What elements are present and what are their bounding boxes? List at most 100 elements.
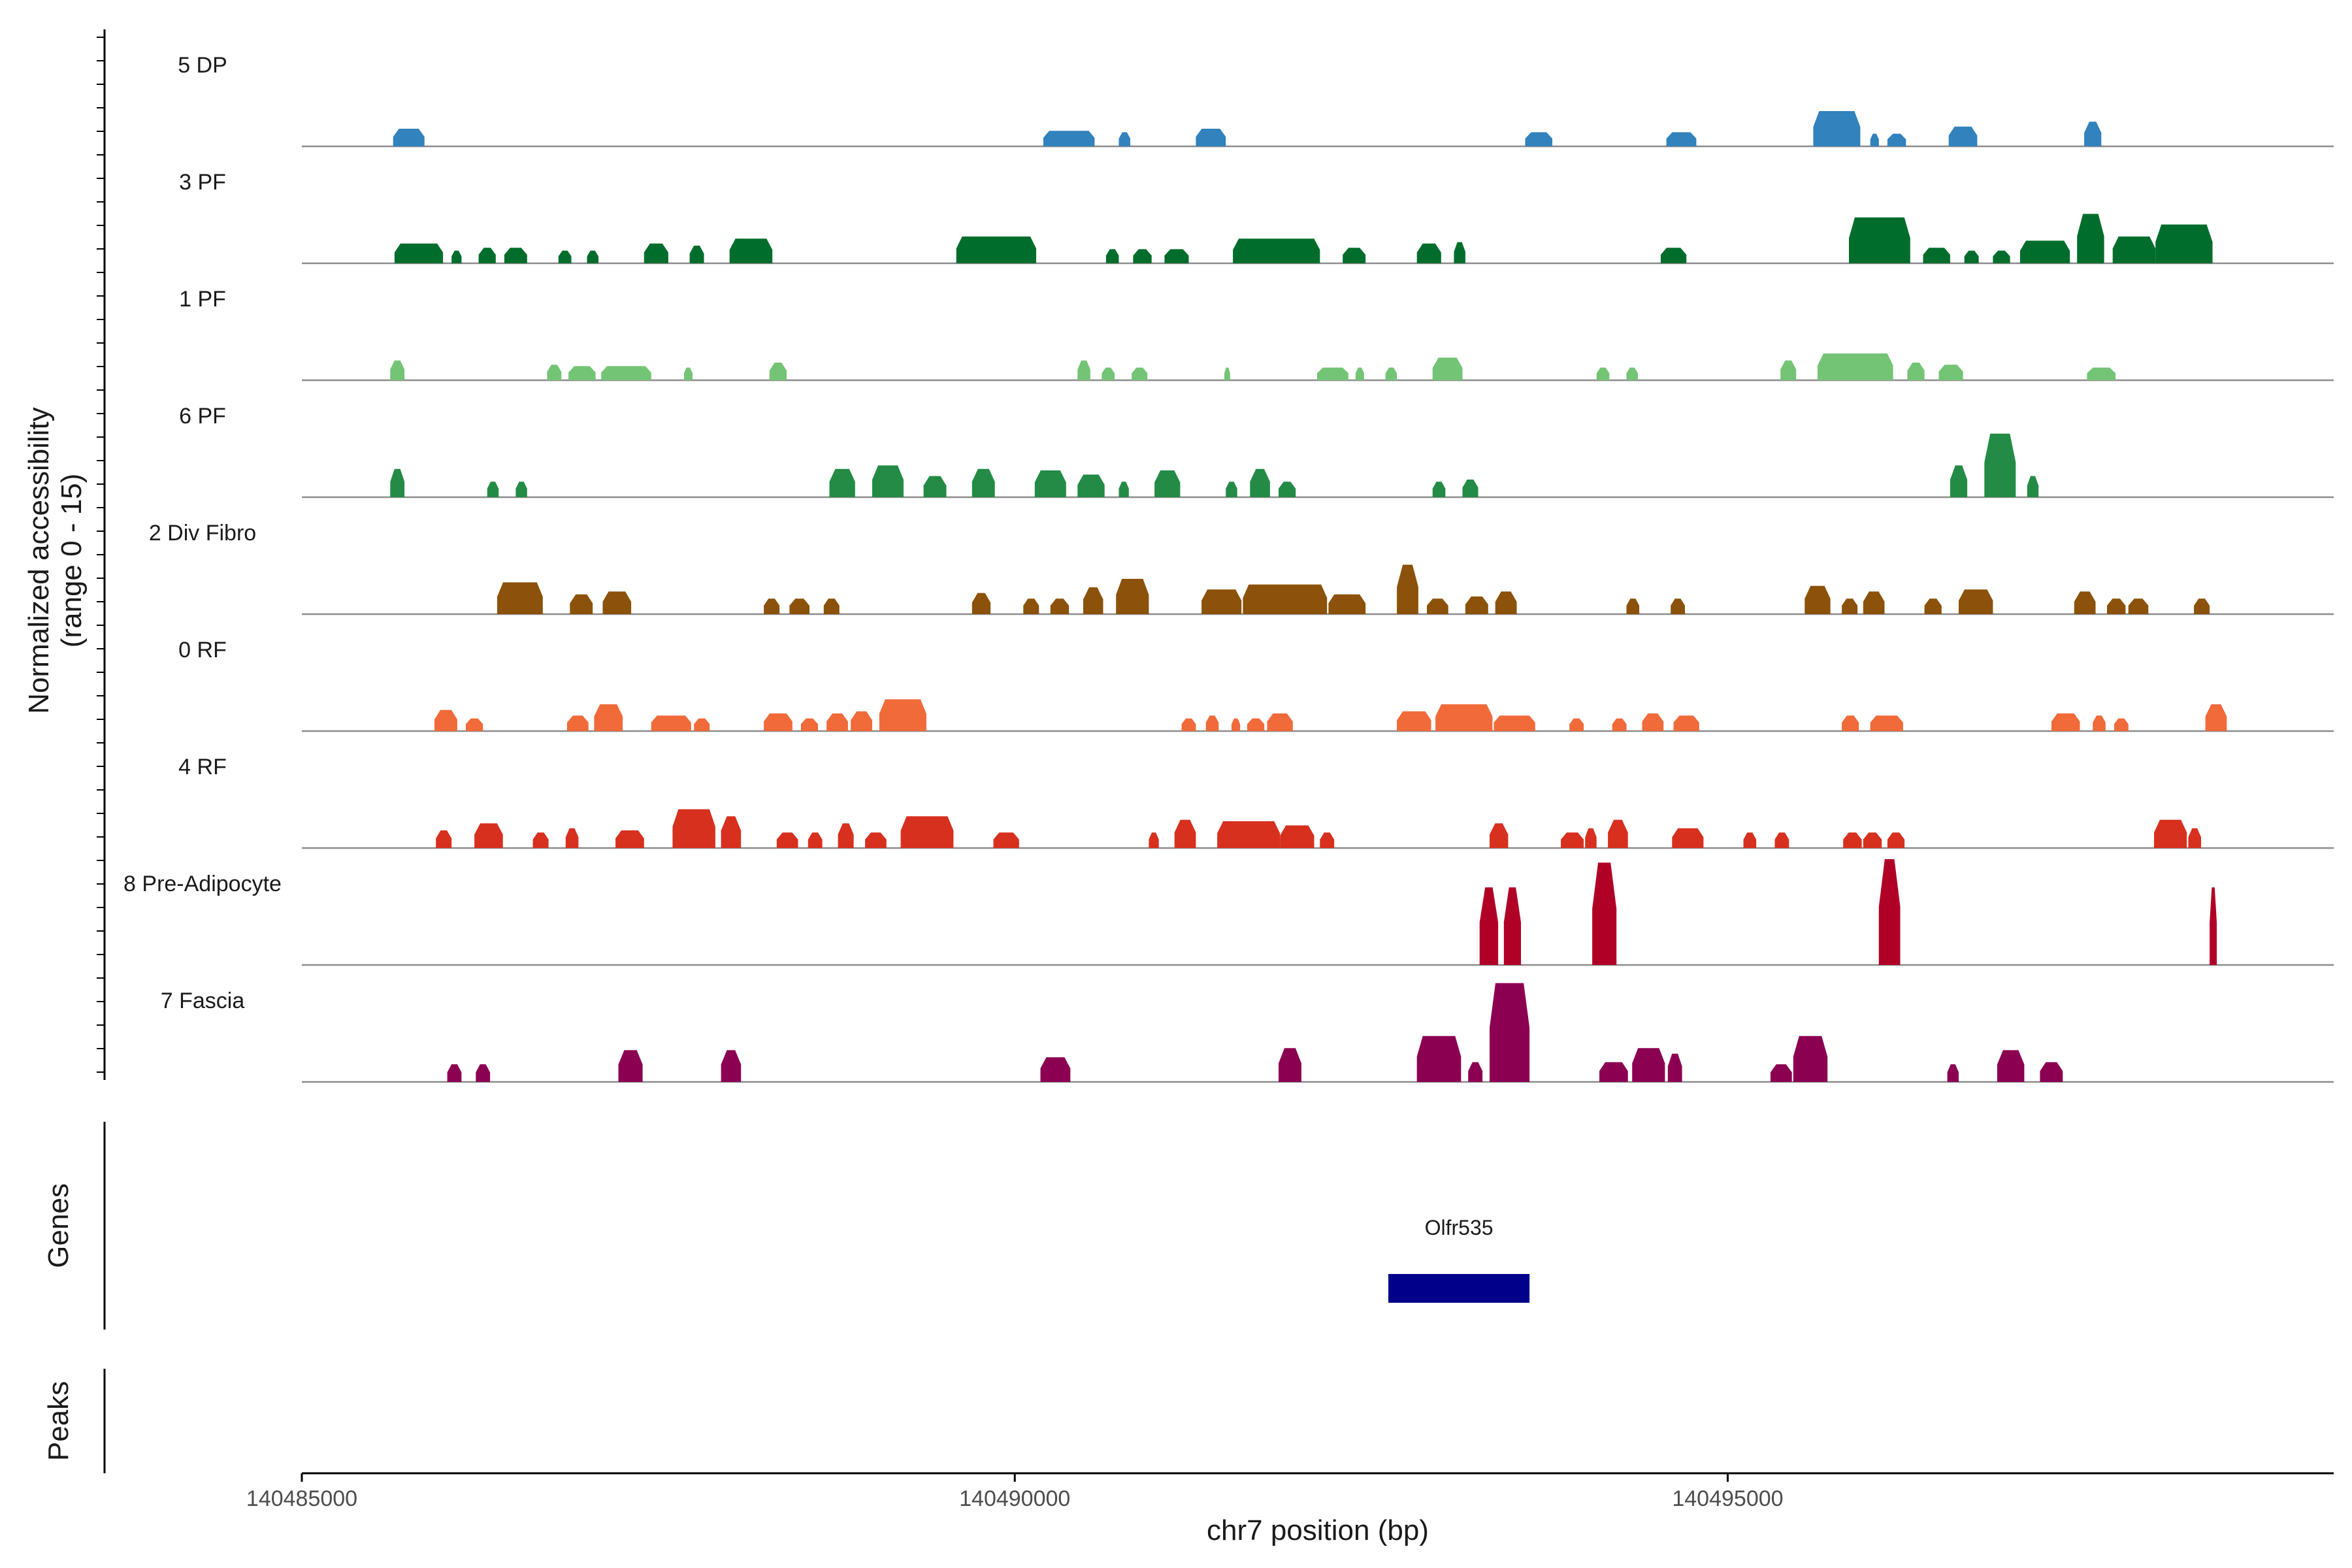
coverage-peak <box>434 710 457 731</box>
coverage-peak <box>1105 249 1119 263</box>
coverage-peak <box>789 598 809 614</box>
coverage-peak <box>644 243 668 263</box>
coverage-peak <box>1842 715 1859 731</box>
coverage-peak <box>1397 564 1418 614</box>
coverage-peak <box>1503 887 1521 965</box>
track-label: 3 PF <box>179 170 226 195</box>
gene-body <box>1388 1274 1530 1303</box>
x-axis-ticks: 140485000 140490000 140495000 <box>246 1473 1784 1511</box>
coverage-peak <box>972 468 995 497</box>
track-label: 5 DP <box>178 53 227 78</box>
gene-label: Olfr535 <box>1425 1216 1494 1239</box>
coverage-peak <box>478 248 496 263</box>
coverage-peak <box>566 715 589 731</box>
coverage-peak <box>1023 598 1039 614</box>
coverage-peak <box>1355 367 1364 380</box>
coverage-peak <box>1116 579 1149 614</box>
coverage-peak <box>1592 862 1617 965</box>
coverage-peak <box>1435 704 1493 731</box>
coverage-peak <box>615 830 644 848</box>
coverage-peak <box>1149 832 1159 848</box>
coverage-peak <box>1490 983 1530 1082</box>
coverage-peak <box>1878 859 1901 965</box>
track-7-fascia: 7 Fascia <box>161 983 2334 1083</box>
genes-panel-label: Genes <box>42 1183 74 1268</box>
coverage-left-ticks <box>97 37 105 1073</box>
coverage-peak <box>1119 482 1129 497</box>
coverage-peak <box>729 238 773 263</box>
coverage-peak <box>1997 1050 2025 1082</box>
coverage-peak <box>2093 715 2106 731</box>
track-2-div-fibro: 2 Div Fibro <box>149 521 2334 615</box>
coverage-peak <box>1672 828 1704 848</box>
coverage-peak <box>1462 480 1478 497</box>
coverage-peak <box>602 591 632 614</box>
coverage-peak <box>1938 365 1963 380</box>
coverage-peak <box>1479 887 1499 965</box>
track-label: 6 PF <box>179 404 226 429</box>
coverage-peak <box>826 713 848 731</box>
coverage-peak <box>2019 240 2070 263</box>
coverage-peak <box>601 366 651 380</box>
coverage-peak <box>1490 823 1509 848</box>
coverage-peak <box>1119 132 1130 146</box>
coverage-peak <box>1050 598 1070 614</box>
x-tick-label: 140485000 <box>246 1486 357 1511</box>
coverage-peak <box>1612 718 1627 731</box>
coverage-peak <box>1948 126 1978 146</box>
coverage-peak <box>1034 470 1066 497</box>
coverage-peak <box>1154 470 1181 497</box>
coverage-peak <box>1964 250 1979 263</box>
x-axis-title: chr7 position (bp) <box>1207 1514 1429 1546</box>
coverage-peak <box>1267 713 1293 731</box>
coverage-peak <box>447 1064 462 1082</box>
coverage-peak <box>776 832 798 848</box>
coverage-peak <box>1642 713 1664 731</box>
coverage-peak <box>1626 598 1640 614</box>
track-4-rf: 4 RF <box>178 755 2334 849</box>
coverage-peak <box>923 476 947 497</box>
coverage-peak <box>1569 718 1584 731</box>
coverage-peak <box>1660 248 1687 263</box>
track-3-pf: 3 PF <box>179 170 2334 265</box>
track-6-pf: 6 PF <box>179 404 2334 498</box>
coverage-peak <box>1226 482 1237 497</box>
coverage-peak <box>1233 238 1320 263</box>
track-label: 8 Pre-Adipocyte <box>123 872 282 896</box>
coverage-peak <box>1596 367 1610 380</box>
coverage-peak <box>993 832 1019 848</box>
coverage-peak <box>451 250 462 263</box>
coverage-peak <box>2114 718 2129 731</box>
coverage-peak <box>1666 132 1697 146</box>
y-axis-title-line-2: (range 0 - 15) <box>56 474 88 648</box>
coverage-peak <box>476 1064 491 1082</box>
coverage-peak <box>1907 363 1925 380</box>
coverage-peak <box>565 828 579 848</box>
coverage-peak <box>587 250 598 263</box>
coverage-peak <box>558 250 572 263</box>
coverage-peak <box>1774 832 1789 848</box>
coverage-peak <box>390 360 405 380</box>
coverage-peak <box>1947 1064 1959 1082</box>
coverage-peak <box>1040 1057 1071 1082</box>
coverage-peak <box>1243 584 1328 614</box>
coverage-peak <box>1863 591 1885 614</box>
coverage-peak <box>1813 111 1861 146</box>
track-8-pre-adipocyte: 8 Pre-Adipocyte <box>123 859 2334 966</box>
track-1-pf: 1 PF <box>179 287 2334 382</box>
coverage-peak <box>689 246 704 263</box>
coverage-peak <box>1164 249 1189 263</box>
coverage-peak <box>1950 465 1968 497</box>
coverage-peak <box>1842 598 1858 614</box>
coverage-peak <box>1217 821 1281 848</box>
coverage-peak <box>1427 598 1448 614</box>
coverage-peak <box>504 248 527 263</box>
coverage-peak <box>1887 832 1905 848</box>
coverage-peak <box>515 482 527 497</box>
track-0-rf: 0 RF <box>178 638 2334 732</box>
coverage-peak <box>1843 832 1862 848</box>
coverage-peak <box>1743 832 1757 848</box>
coverage-peak <box>1667 1053 1682 1082</box>
coverage-peak <box>497 582 543 614</box>
coverage-peak <box>1599 1062 1628 1082</box>
